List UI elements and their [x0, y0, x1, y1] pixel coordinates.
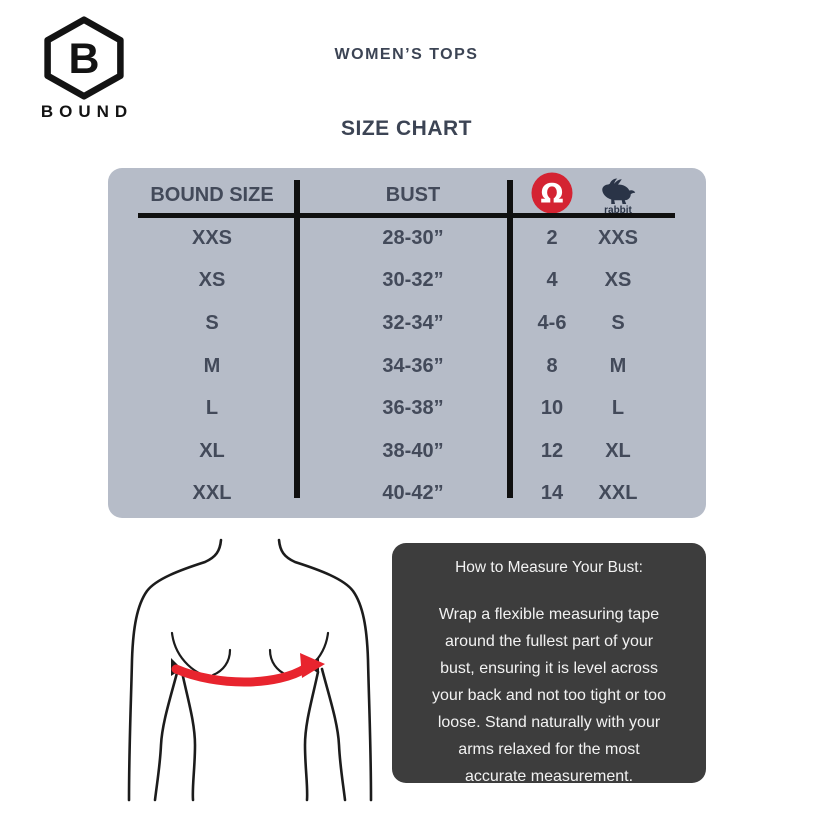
table-row: XXS 28-30” 2 XXS: [108, 217, 706, 260]
lululemon-size-cell: 12: [540, 439, 564, 462]
table-row: L 36-38” 10 L: [108, 387, 706, 430]
table-body: XXS 28-30” 2 XXS XS 30-32” 4 XS S 32-34” 4-6 S M 34-3…: [108, 217, 706, 515]
rabbit-size-cell: L: [611, 397, 625, 420]
bust-cell: 40-42”: [382, 482, 444, 505]
tape-arrowhead: [300, 653, 325, 678]
measure-instructions-line: accurate measurement.: [464, 768, 634, 785]
table-row: XXL 40-42” 14 XXL: [108, 472, 706, 515]
rabbit-size-cell: S: [611, 311, 625, 334]
measure-instructions-box: How to Measure Your Bust: Wrap a flexibl…: [392, 543, 706, 785]
bound-size-cell: S: [205, 311, 219, 334]
column-divider-2: [507, 180, 513, 498]
lululemon-size-cell: 4: [546, 269, 558, 292]
bound-size-cell: XXL: [192, 482, 232, 505]
lululemon-size-cell: 2: [546, 226, 558, 249]
lululemon-size-cell: 8: [546, 354, 558, 377]
header-divider-line: [138, 213, 675, 218]
bust-cell: 30-32”: [382, 269, 444, 292]
bust-cell: 28-30”: [382, 226, 444, 249]
lululemon-size-cell: 14: [540, 482, 564, 505]
measure-instructions-title: How to Measure Your Bust:: [455, 559, 643, 576]
measuring-tape: [171, 663, 311, 687]
table-row: XS 30-32” 4 XS: [108, 260, 706, 303]
logo-letter: B: [69, 35, 100, 83]
brand-name: BOUND: [40, 102, 134, 121]
col-header-bust: BUST: [385, 184, 441, 206]
measure-instructions-line: arms relaxed for the most: [458, 741, 640, 758]
bust-cell: 38-40”: [382, 439, 444, 462]
measure-instructions-line: around the fullest part of your: [444, 633, 654, 650]
measure-instructions-line: Wrap a flexible measuring tape: [438, 606, 660, 623]
rabbit-size-cell: XL: [605, 439, 631, 462]
lululemon-logo: Ω: [531, 172, 573, 219]
bound-size-cell: XXS: [191, 226, 233, 249]
measure-instructions-line: your back and not too tight or too: [432, 687, 666, 704]
rabbit-size-cell: M: [609, 354, 627, 377]
bound-size-cell: XS: [198, 269, 226, 292]
rabbit-size-cell: XS: [604, 269, 632, 292]
column-divider-1: [294, 180, 300, 498]
table-row: XL 38-40” 12 XL: [108, 430, 706, 473]
rabbit-icon: [602, 178, 636, 204]
size-chart-table: BOUND SIZE BUST Ω rabbit XXS 28-30” 2 XXS XS…: [108, 168, 706, 518]
brand-logo-block: B BOUND: [28, 16, 140, 122]
table-header-row: BOUND SIZE BUST Ω rabbit: [108, 168, 706, 218]
bound-hexagon-b-logo: B: [44, 16, 124, 100]
bound-size-cell: L: [205, 397, 219, 420]
rabbit-size-cell: XXS: [597, 226, 639, 249]
rabbit-wordmark: rabbit: [604, 205, 632, 216]
table-row: M 34-36” 8 M: [108, 345, 706, 388]
page-title: WOMEN’S TOPS: [334, 46, 479, 63]
bust-measurement-figure: [127, 538, 373, 802]
measure-instructions-line: bust, ensuring it is level across: [440, 660, 658, 677]
bust-cell: 34-36”: [382, 354, 444, 377]
bound-size-cell: XL: [199, 439, 225, 462]
measure-instructions-line: loose. Stand naturally with your: [437, 714, 661, 731]
table-row: S 32-34” 4-6 S: [108, 302, 706, 345]
rabbit-size-cell: XXL: [598, 482, 638, 505]
page-subtitle: SIZE CHART: [341, 117, 472, 140]
col-header-bound-size: BOUND SIZE: [150, 184, 274, 206]
measure-instructions-body: Wrap a flexible measuring tape around the…: [409, 601, 689, 790]
lululemon-size-cell: 4-6: [537, 311, 567, 334]
bust-cell: 32-34”: [382, 311, 444, 334]
lululemon-omega-glyph: Ω: [541, 179, 564, 210]
rabbit-logo: rabbit: [596, 177, 640, 216]
bust-cell: 36-38”: [382, 397, 444, 420]
bound-size-cell: M: [203, 354, 221, 377]
lululemon-size-cell: 10: [540, 397, 564, 420]
